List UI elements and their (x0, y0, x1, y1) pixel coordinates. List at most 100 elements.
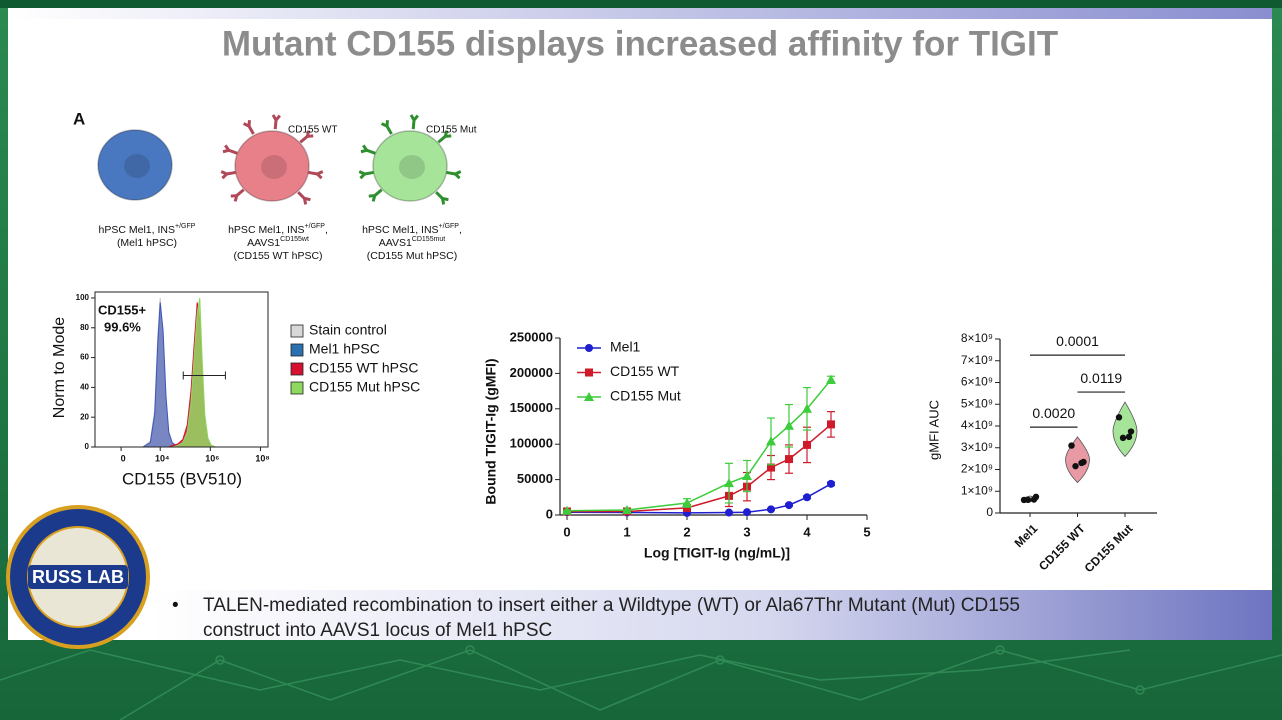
caption-text: , (459, 224, 462, 236)
y-axis-label: gMFI AUC (926, 400, 941, 460)
caption-text: (Mel1 hPSC) (117, 237, 177, 249)
x-axis-label: Log [TIGIT-Ig (ng/mL)] (644, 545, 790, 561)
caption-superscript: +/GFP (175, 223, 196, 230)
x-tick-label: 4 (803, 524, 811, 539)
data-point (785, 455, 793, 464)
plot-frame (94, 291, 269, 448)
cell-caption: (Mel1 hPSC) (117, 237, 177, 249)
cell-caption: AAVS1CD155mut (379, 236, 446, 248)
receptor-arm (316, 172, 323, 180)
cell-body (97, 129, 173, 201)
data-point (1078, 459, 1085, 467)
cell-tag: CD155 Mut (426, 125, 477, 136)
data-point (682, 497, 692, 507)
y-tick-label: 250000 (510, 329, 553, 344)
receptor-stem (437, 135, 447, 144)
data-point (803, 493, 811, 502)
y-tick-label: 4×10⁹ (961, 418, 993, 432)
y-tick-label: 100 (76, 293, 90, 302)
caption-text: (CD155 WT hPSC) (233, 250, 322, 262)
background-pattern (0, 645, 1282, 720)
receptor-arm (224, 144, 230, 152)
legend-label: CD155 WT hPSC (309, 360, 418, 376)
cell-nucleus (399, 155, 425, 179)
data-point (1115, 414, 1123, 421)
receptor-arm (362, 144, 368, 152)
bullet-text: construct into AAVS1 locus of Mel1 hPSC (203, 620, 552, 641)
receptor-stem (308, 170, 318, 176)
legend-marker (585, 368, 593, 377)
legend-marker (585, 344, 593, 352)
logo-text: RUSS LAB (32, 567, 124, 587)
x-tick-label: 2 (683, 524, 690, 539)
data-point (1030, 496, 1038, 503)
data-point (1068, 442, 1075, 449)
receptor-arm (307, 134, 314, 138)
receptor-stem (411, 120, 416, 130)
y-tick-label: 7×10⁹ (961, 353, 993, 367)
data-point (767, 463, 775, 472)
data-point (562, 505, 572, 515)
y-tick-label: 3×10⁹ (961, 440, 993, 454)
legend-label: Mel1 hPSC (309, 341, 380, 357)
data-point (827, 479, 835, 488)
top-strip (0, 0, 1282, 8)
legend-label: CD155 Mut (610, 388, 681, 404)
y-tick-label: 8×10⁹ (961, 331, 993, 345)
data-point (803, 440, 811, 449)
data-point (784, 420, 794, 430)
y-tick-label: 6×10⁹ (961, 375, 993, 389)
x-tick-label: 0 (563, 524, 570, 539)
x-tick-label: 0 (121, 453, 126, 463)
x-tick-label: 3 (743, 524, 750, 539)
y-tick-label: 60 (80, 353, 89, 362)
data-point (683, 503, 691, 512)
caption-text: hPSC Mel1, INS (99, 224, 175, 236)
legend-swatch (290, 343, 304, 357)
y-tick-label: 0 (85, 442, 90, 451)
legend-swatch (290, 324, 304, 338)
y-tick-label: 1×10⁹ (961, 483, 993, 497)
y-tick-label: 20 (80, 412, 89, 421)
receptor-arm (368, 194, 375, 198)
cell-caption: hPSC Mel1, INS+/GFP (99, 223, 196, 235)
data-point (766, 436, 776, 446)
caption-text: , (325, 224, 328, 236)
y-tick-label: 150000 (510, 400, 553, 415)
y-tick-label: 0 (546, 506, 553, 521)
caption-text: hPSC Mel1, INS (228, 224, 304, 236)
x-tick-label: 10⁸ (255, 453, 269, 463)
p-value: 0.0001 (1056, 333, 1099, 349)
receptor-arm (445, 134, 452, 138)
receptor-arm (412, 114, 419, 122)
cell-caption: AAVS1CD155wt (247, 236, 309, 248)
legend-swatch (290, 381, 304, 395)
data-point (826, 374, 836, 384)
data-point (622, 505, 632, 515)
receptor-stem (299, 135, 309, 144)
y-axis-label: Norm to Mode (51, 317, 68, 418)
data-point (1127, 428, 1135, 435)
receptor-stem (364, 170, 374, 176)
receptor-arm (358, 170, 366, 176)
data-point (1119, 434, 1127, 442)
slide-title: Mutant CD155 displays increased affinity… (222, 24, 1058, 63)
data-point (1125, 433, 1133, 441)
receptor-arm (454, 172, 461, 180)
receptor-stem (435, 191, 444, 200)
x-axis-label: CD155 (BV510) (122, 469, 242, 488)
x-tick-label: 10⁴ (155, 453, 169, 463)
data-point (802, 403, 812, 413)
legend-label: Stain control (309, 322, 387, 338)
data-point (724, 478, 734, 488)
cell-caption: hPSC Mel1, INS+/GFP, (362, 223, 462, 235)
receptor-arm (274, 114, 281, 122)
p-value: 0.0119 (1080, 370, 1122, 386)
caption-text: AAVS1 (379, 237, 412, 249)
caption-text: (CD155 Mut hPSC) (367, 250, 457, 262)
data-point (742, 471, 752, 481)
data-point (785, 501, 793, 510)
receptor-stem (446, 170, 456, 176)
